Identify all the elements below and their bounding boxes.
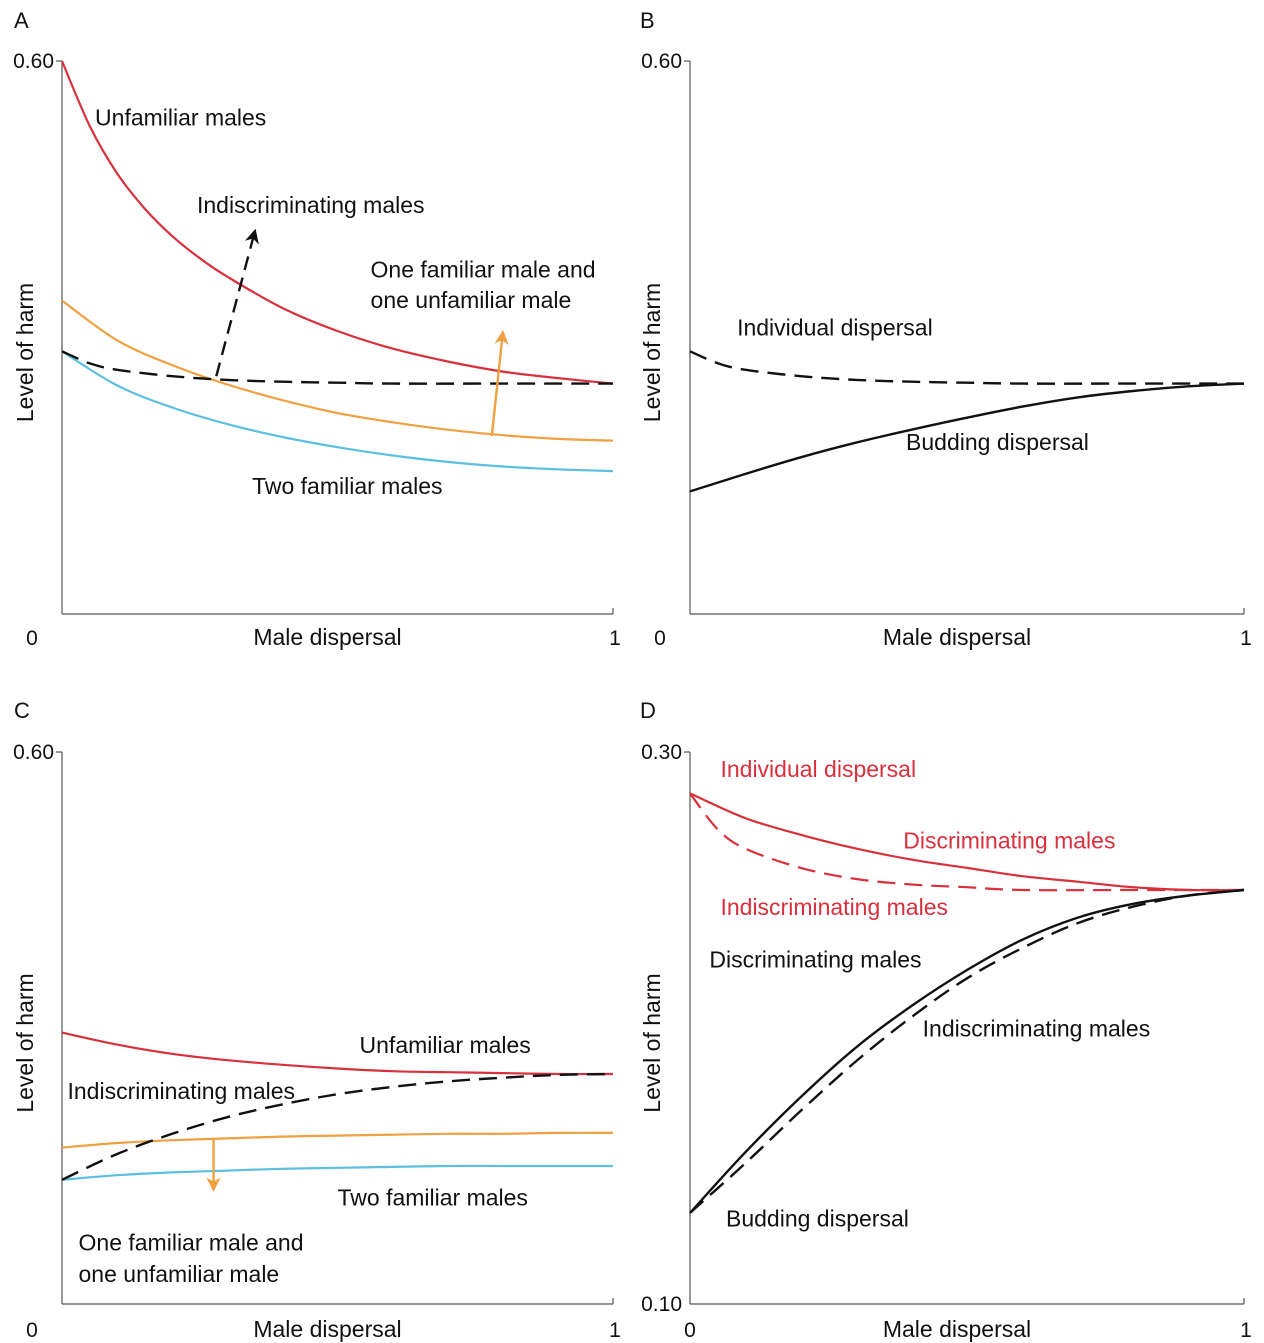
y-tick-label: 0.60 [13, 741, 54, 764]
y-axis-label: Level of harm [639, 283, 665, 422]
annotation: Discriminating males [709, 946, 921, 972]
panel-letter: B [640, 8, 655, 33]
x-axis-label: Male dispersal [883, 624, 1031, 650]
annotation: Budding dispersal [726, 1206, 909, 1232]
annotation: One familiar male and [79, 1230, 304, 1256]
series-line-black-dashed [689, 888, 1245, 1214]
annotation: Indiscriminating males [197, 192, 425, 218]
annotation: Individual dispersal [720, 756, 916, 782]
y-tick-label: 0.60 [13, 50, 54, 73]
axes [56, 60, 614, 615]
annotation: Two familiar males [338, 1185, 528, 1211]
annotation: Indiscriminating males [923, 1015, 1151, 1041]
annotation: Indiscriminating males [720, 894, 948, 920]
y-tick-label: 0.60 [641, 50, 682, 73]
y-axis-label: Level of harm [12, 973, 38, 1112]
y-tick-label: 0.10 [641, 1293, 682, 1316]
x-tick-label: 1 [609, 627, 621, 650]
series-line-red [61, 1031, 614, 1076]
annotation: Discriminating males [903, 828, 1115, 854]
series-line-black [689, 382, 1245, 493]
annotation: Unfamiliar males [360, 1032, 531, 1058]
x-tick-label: 0 [26, 627, 38, 650]
panel-a: A 0.60 0 1 Male dispersal Level of harm Unfami… [12, 8, 621, 650]
series-line-black-dashed [689, 350, 1244, 385]
series-line-orange [61, 1131, 614, 1149]
annotation: Budding dispersal [906, 429, 1089, 455]
arrow-black [215, 228, 259, 377]
x-tick-label: 0 [654, 627, 666, 650]
annotation: Two familiar males [252, 473, 442, 499]
series-line-black [689, 888, 1245, 1214]
axes [684, 60, 1245, 615]
panel-c: C 0.60 0 1 Male dispersal Level of harm Unfami… [12, 698, 621, 1342]
y-tick-label: 0.30 [641, 741, 682, 764]
x-tick-label: 1 [609, 1319, 621, 1342]
y-axis-label: Level of harm [639, 973, 665, 1112]
series-line-blue [61, 1164, 613, 1181]
series-line-black-dashed [61, 350, 613, 385]
panel-letter: D [640, 698, 656, 723]
panel-b: B 0.60 0 1 Male dispersal Level of harm Indivi… [639, 8, 1252, 650]
x-axis-label: Male dispersal [253, 1316, 401, 1342]
annotation: Unfamiliar males [95, 105, 266, 131]
annotation: one unfamiliar male [79, 1261, 280, 1287]
series-line-red [689, 792, 1245, 892]
arrow-orange [490, 330, 509, 437]
x-axis-label: Male dispersal [253, 624, 401, 650]
panel-d: D 0.30 0.100 1 Male dispersal Level of harm In… [639, 698, 1252, 1342]
panel-letter: C [14, 698, 30, 723]
series-line-blue [61, 350, 614, 473]
series-line-red-dashed [689, 792, 1244, 892]
x-tick-label: 0 [26, 1319, 38, 1342]
axes [56, 751, 614, 1305]
series-line-black-dashed [61, 1072, 614, 1181]
series-line-orange [61, 299, 614, 442]
annotation: one unfamiliar male [371, 287, 572, 313]
series-line-red [60, 60, 614, 385]
x-axis-label: Male dispersal [883, 1316, 1031, 1342]
y-axis-label: Level of harm [12, 283, 38, 422]
annotation: Indiscriminating males [68, 1078, 296, 1104]
panel-letter: A [14, 8, 29, 33]
x-tick-label: 1 [1240, 1319, 1252, 1342]
annotation: Individual dispersal [737, 315, 933, 341]
x-tick-label: 1 [1240, 627, 1252, 650]
x-tick-label: 0 [684, 1319, 696, 1342]
annotation: One familiar male and [371, 257, 596, 283]
